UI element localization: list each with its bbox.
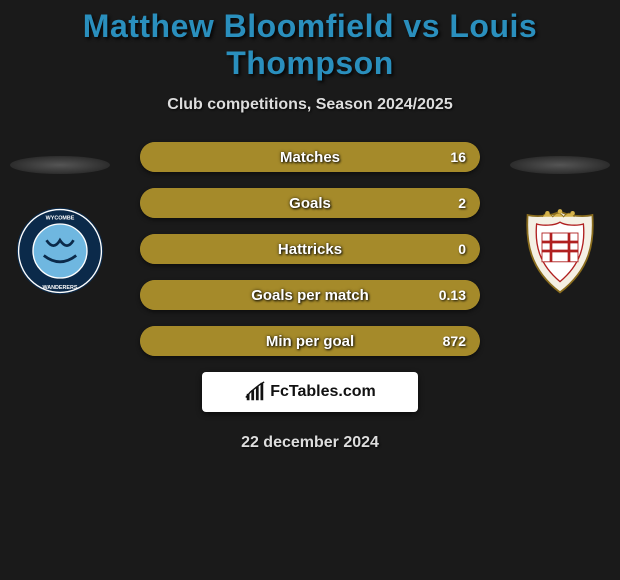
stat-value-right: 2 bbox=[458, 195, 466, 211]
wycombe-crest-icon: WYCOMBE WANDERERS bbox=[15, 206, 105, 296]
comparison-panel: WYCOMBE WANDERERS Matches 16 Goals 2 Hattric… bbox=[0, 142, 620, 356]
stat-row: Min per goal 872 bbox=[140, 326, 480, 356]
stat-value-right: 16 bbox=[450, 149, 466, 165]
stat-value-right: 0 bbox=[458, 241, 466, 257]
stats-list: Matches 16 Goals 2 Hattricks 0 Goals per match… bbox=[140, 142, 480, 356]
svg-text:WYCOMBE: WYCOMBE bbox=[46, 216, 75, 222]
club-crest-right bbox=[515, 206, 605, 296]
stat-value-right: 872 bbox=[443, 333, 466, 349]
stat-label: Goals per match bbox=[251, 287, 369, 304]
stat-row: Hattricks 0 bbox=[140, 234, 480, 264]
stat-row: Goals per match 0.13 bbox=[140, 280, 480, 310]
stat-label: Hattricks bbox=[278, 241, 342, 258]
page-title: Matthew Bloomfield vs Louis Thompson bbox=[0, 0, 620, 82]
stat-value-right: 0.13 bbox=[439, 287, 466, 303]
svg-text:WANDERERS: WANDERERS bbox=[43, 285, 78, 291]
footer-date: 22 december 2024 bbox=[0, 434, 620, 452]
stat-label: Matches bbox=[280, 149, 340, 166]
footer-logo[interactable]: FcTables.com bbox=[202, 372, 418, 412]
subtitle: Club competitions, Season 2024/2025 bbox=[0, 96, 620, 114]
club-crest-left: WYCOMBE WANDERERS bbox=[15, 206, 105, 296]
footer-logo-text: FcTables.com bbox=[270, 383, 376, 401]
bar-chart-icon bbox=[244, 381, 266, 403]
player-right-shadow bbox=[510, 156, 610, 174]
stevenage-crest-icon bbox=[515, 206, 605, 296]
stat-row: Matches 16 bbox=[140, 142, 480, 172]
player-left-shadow bbox=[10, 156, 110, 174]
stat-label: Goals bbox=[289, 195, 331, 212]
stat-label: Min per goal bbox=[266, 333, 354, 350]
stat-row: Goals 2 bbox=[140, 188, 480, 218]
